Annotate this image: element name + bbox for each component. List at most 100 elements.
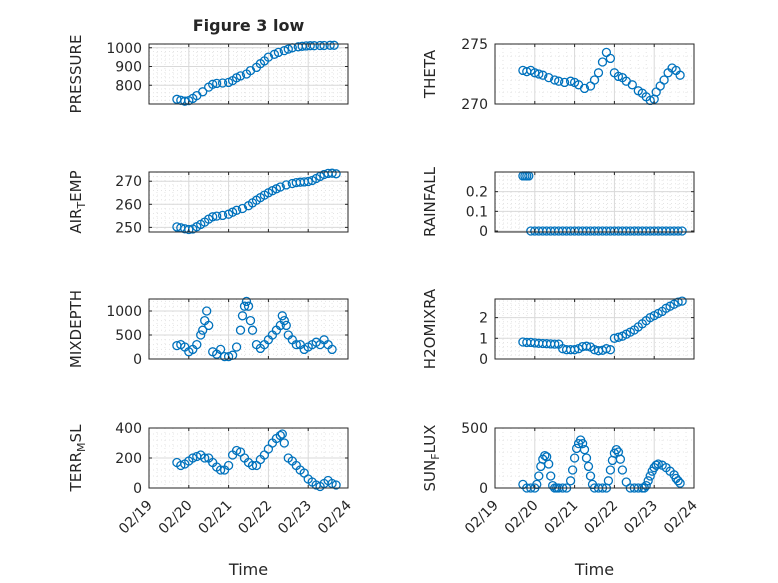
y-axis-label: PRESSURE	[67, 35, 85, 114]
data-point	[581, 341, 592, 351]
y-tick-label: 275	[461, 37, 488, 53]
data-point	[198, 87, 208, 97]
y-tick-label: 1	[479, 331, 488, 347]
data-point	[235, 71, 246, 81]
data-point	[247, 460, 258, 471]
axes-box	[494, 171, 695, 233]
data-point	[275, 430, 285, 441]
data-point	[223, 351, 234, 362]
plot-area	[495, 172, 694, 232]
data-point	[200, 453, 210, 463]
y-tick-label: 0.1	[466, 204, 488, 220]
data-point	[567, 465, 578, 475]
y-axis-label: SUNFLUX	[421, 425, 442, 492]
data-point	[237, 311, 248, 321]
data-point	[291, 339, 301, 350]
y-axis-label: TERRMSL	[67, 424, 88, 493]
y-tick-label: 1000	[106, 304, 142, 320]
data-point	[534, 69, 544, 79]
y-tick-label: 0	[479, 481, 488, 497]
data-point	[208, 212, 218, 222]
x-tick-label: 02/19	[116, 498, 156, 538]
data-point	[279, 45, 289, 56]
data-point	[645, 471, 655, 481]
axes-box	[148, 298, 349, 360]
data-point	[273, 47, 284, 58]
subplot-pressure: 800 900 1000 PRESSURE	[67, 35, 349, 114]
y-tick-label: 500	[115, 328, 142, 344]
data-point	[605, 53, 616, 64]
data-point	[223, 460, 234, 471]
data-point	[565, 476, 576, 486]
x-tick-label: 02/19	[462, 498, 502, 538]
data-point	[235, 325, 246, 335]
data-point	[550, 339, 560, 349]
data-point	[212, 78, 222, 89]
data-point	[215, 465, 226, 475]
data-point	[538, 70, 548, 80]
data-point	[327, 344, 337, 355]
data-point	[675, 70, 685, 80]
data-point	[673, 297, 683, 307]
y-axis-label: RAINFALL	[421, 166, 439, 237]
data-point	[659, 75, 669, 85]
axes-box	[148, 171, 349, 233]
data-point	[176, 460, 186, 471]
data-point	[589, 75, 600, 85]
data-point	[534, 471, 544, 481]
data-point	[263, 52, 274, 62]
data-point	[239, 301, 250, 311]
data-point	[243, 301, 254, 311]
data-point	[215, 344, 226, 355]
data-point	[237, 203, 248, 214]
data-point	[231, 205, 242, 215]
x-tick-label: 02/22	[235, 498, 275, 538]
x-tick-label: 02/20	[502, 498, 542, 538]
y-tick-label: 0	[479, 224, 488, 240]
data-point	[277, 311, 287, 321]
subplot-rainfall: 0 0.1 0.2 RAINFALL	[421, 166, 695, 240]
data-point	[277, 429, 287, 439]
data-point	[217, 78, 228, 88]
subplot-h2omixra: 0 1 2 H2OMIXRA	[421, 288, 695, 369]
data-point	[331, 169, 341, 179]
data-point	[677, 226, 687, 236]
data-point	[315, 40, 325, 51]
data-point	[192, 339, 202, 350]
data-point	[329, 40, 339, 50]
x-tick-label: 02/23	[275, 498, 315, 538]
x-axis-label: Time	[228, 560, 268, 579]
data-point	[593, 68, 604, 78]
data-point	[605, 345, 616, 355]
data-point	[275, 182, 285, 192]
subplot-mixdepth: 0 500 1000 MIXDEPTH	[67, 290, 349, 368]
subplot-theta: 270 275 THETA	[421, 37, 695, 113]
data-point	[643, 476, 653, 486]
data-point	[198, 325, 208, 335]
data-point	[530, 68, 540, 78]
data-point	[184, 224, 194, 235]
y-tick-label: 900	[115, 60, 142, 76]
data-point	[305, 41, 315, 51]
data-point	[605, 465, 616, 475]
y-tick-label: 0.2	[466, 185, 488, 201]
data-point	[283, 44, 293, 54]
data-point	[613, 332, 624, 342]
axes-box	[494, 427, 695, 489]
subplot-sun-flux: 0 500 SUNFLUX 02/19 02/20 02/21 02/22 02/23 02/2…	[421, 421, 701, 579]
y-tick-label: 270	[115, 174, 142, 190]
x-tick-label: 02/21	[196, 498, 236, 538]
data-point	[247, 325, 258, 335]
axes-box	[148, 43, 349, 105]
data-point	[231, 342, 242, 352]
data-point	[279, 438, 289, 448]
y-axis-label: THETA	[421, 49, 439, 99]
data-point	[617, 465, 628, 475]
data-point	[554, 76, 564, 86]
data-point	[559, 77, 570, 88]
data-point	[325, 40, 335, 50]
y-tick-label: 0	[479, 352, 488, 368]
data-point	[579, 444, 590, 455]
data-point	[550, 75, 560, 85]
